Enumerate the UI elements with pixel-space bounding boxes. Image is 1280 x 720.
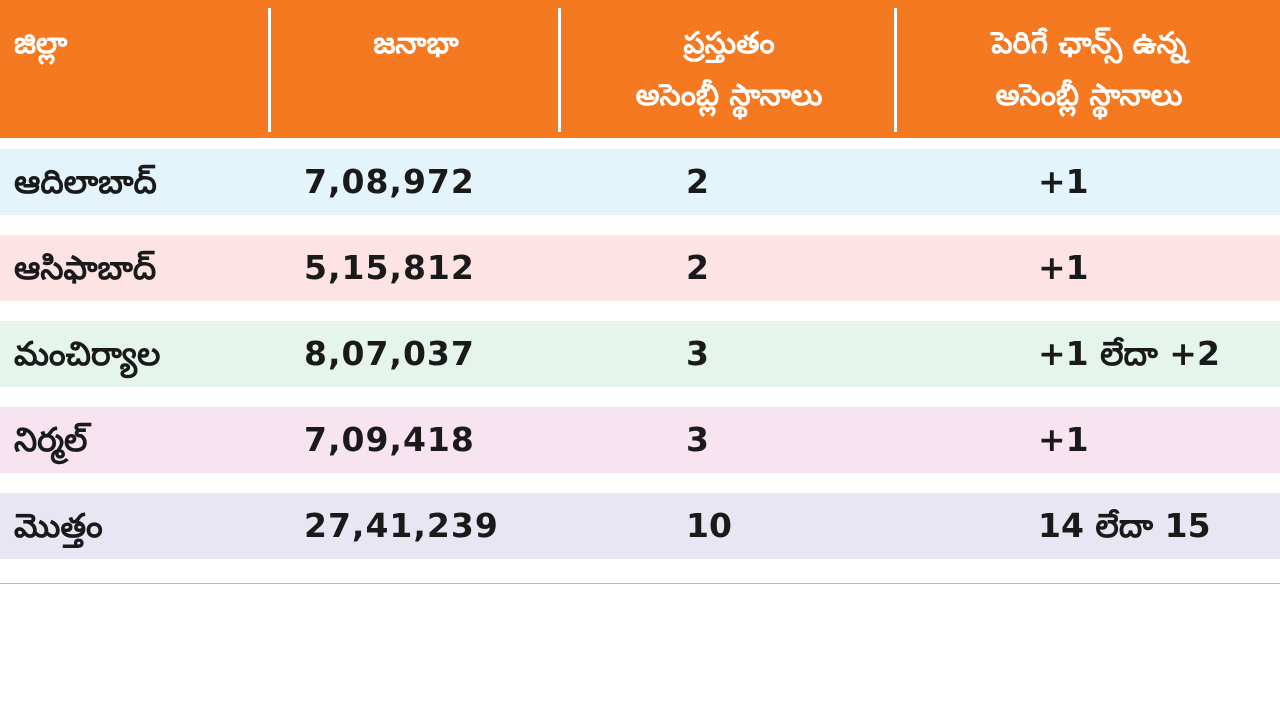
- possible-seats-cell: +1 లేదా +2: [1038, 334, 1220, 373]
- header-population-label: జనాభా: [373, 26, 459, 61]
- header-current-seats-line1: ప్రస్తుతం: [683, 26, 775, 61]
- possible-seats-cell: +1: [1038, 248, 1089, 287]
- header-possible-seats-line1: పెరిగే ఛాన్స్‌ ఉన్న: [991, 26, 1187, 61]
- total-current-seats-cell: 10: [686, 506, 732, 545]
- header-population: జనాభా: [272, 0, 560, 138]
- table-row: ఆదిలాబాద్‌ 7,08,972 2 +1: [0, 149, 1280, 215]
- table-row: ఆసిఫాబాద్‌ 5,15,812 2 +1: [0, 235, 1280, 301]
- header-possible-seats-line2: అసెంబ్లీ స్థానాలు: [995, 78, 1183, 113]
- current-seats-cell: 3: [686, 334, 709, 373]
- population-cell: 7,08,972: [304, 162, 475, 201]
- header-divider: [558, 8, 561, 132]
- possible-seats-cell: +1: [1038, 162, 1089, 201]
- total-population-cell: 27,41,239: [304, 506, 499, 545]
- district-cell: ఆదిలాబాద్‌: [14, 162, 157, 201]
- current-seats-cell: 3: [686, 420, 709, 459]
- total-possible-seats-cell: 14 లేదా 15: [1038, 506, 1211, 545]
- header-possible-seats: పెరిగే ఛాన్స్‌ ఉన్న అసెంబ్లీ స్థానాలు: [898, 0, 1280, 138]
- bottom-rule: [0, 583, 1280, 584]
- population-cell: 7,09,418: [304, 420, 475, 459]
- header-divider: [268, 8, 271, 132]
- header-divider: [894, 8, 897, 132]
- possible-seats-cell: +1: [1038, 420, 1089, 459]
- table-row: నిర్మల్‌ 7,09,418 3 +1: [0, 407, 1280, 473]
- total-label-cell: మొత్తం: [14, 506, 103, 545]
- table-row: మంచిర్యాల 8,07,037 3 +1 లేదా +2: [0, 321, 1280, 387]
- table-header: జిల్లా జనాభా ప్రస్తుతం అసెంబ్లీ స్థానాలు…: [0, 0, 1280, 138]
- table-row-total: మొత్తం 27,41,239 10 14 లేదా 15: [0, 493, 1280, 559]
- district-cell: ఆసిఫాబాద్‌: [14, 248, 157, 287]
- district-cell: నిర్మల్‌: [14, 420, 88, 459]
- population-cell: 5,15,812: [304, 248, 475, 287]
- current-seats-cell: 2: [686, 162, 709, 201]
- population-cell: 8,07,037: [304, 334, 475, 373]
- header-district: జిల్లా: [14, 0, 264, 138]
- header-current-seats-line2: అసెంబ్లీ స్థానాలు: [635, 78, 823, 113]
- district-cell: మంచిర్యాల: [14, 334, 161, 373]
- header-district-label: జిల్లా: [14, 26, 68, 61]
- current-seats-cell: 2: [686, 248, 709, 287]
- header-current-seats: ప్రస్తుతం అసెంబ్లీ స్థానాలు: [562, 0, 896, 138]
